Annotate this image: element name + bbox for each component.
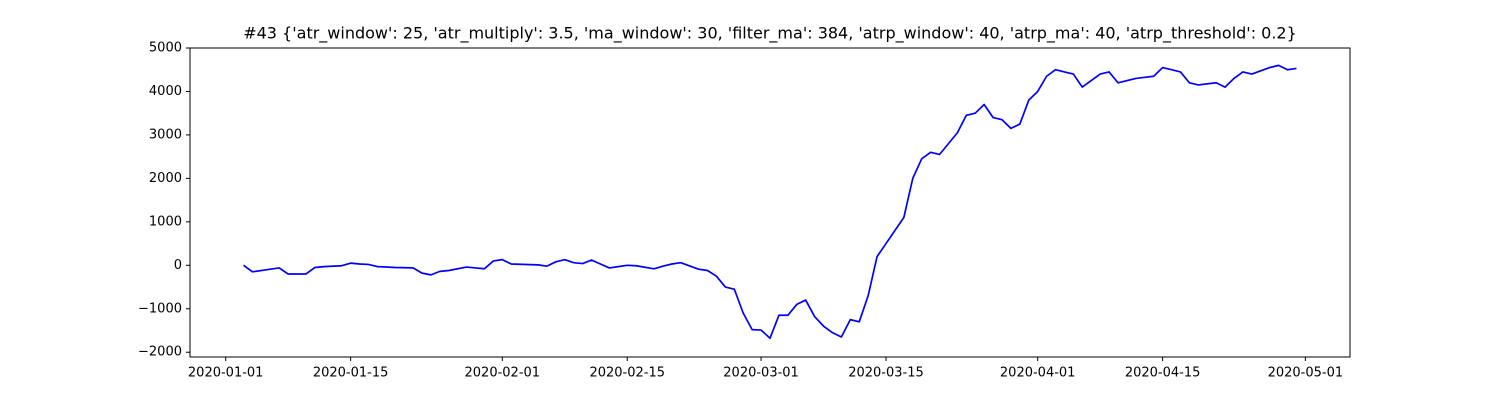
y-tick-label: 2000 bbox=[149, 171, 182, 186]
y-tick-label: 1000 bbox=[149, 214, 182, 229]
x-tick-label: 2020-05-01 bbox=[1268, 366, 1344, 381]
x-tick-label: 2020-03-15 bbox=[848, 366, 924, 381]
x-tick-label: 2020-04-15 bbox=[1125, 366, 1201, 381]
y-tick-label: 0 bbox=[174, 258, 182, 273]
chart-title: #43 {'atr_window': 25, 'atr_multiply': 3… bbox=[243, 24, 1297, 44]
x-tick-label: 2020-01-15 bbox=[313, 366, 389, 381]
y-tick-label: 5000 bbox=[149, 41, 182, 56]
x-tick-label: 2020-04-01 bbox=[1000, 366, 1076, 381]
x-tick-label: 2020-01-01 bbox=[188, 366, 264, 381]
x-tick-label: 2020-02-15 bbox=[589, 366, 665, 381]
y-tick-label: 3000 bbox=[149, 127, 182, 142]
series-line bbox=[243, 64, 1297, 340]
x-tick-label: 2020-02-01 bbox=[465, 366, 541, 381]
x-tick-label: 2020-03-01 bbox=[723, 366, 799, 381]
y-tick-label: −1000 bbox=[138, 301, 182, 316]
y-tick-label: −2000 bbox=[138, 345, 182, 360]
plot-frame bbox=[189, 47, 1351, 358]
y-tick-label: 4000 bbox=[149, 84, 182, 99]
